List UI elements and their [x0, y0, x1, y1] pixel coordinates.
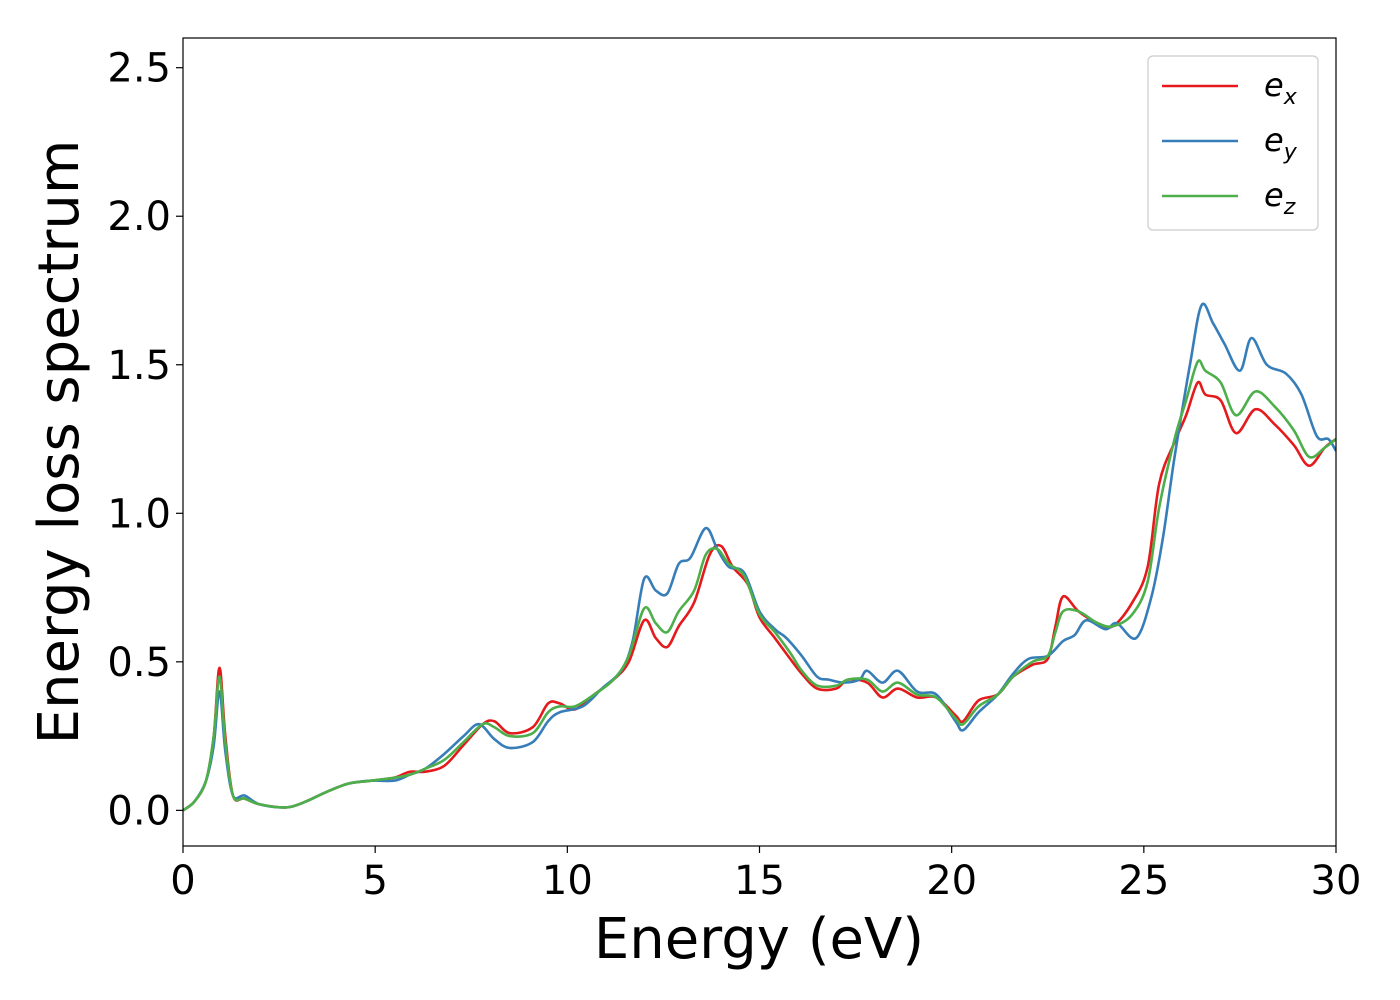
- x-tick-label: 5: [362, 858, 387, 904]
- legend-label-e_z: ez: [1264, 176, 1296, 220]
- x-tick-label: 20: [926, 858, 977, 904]
- x-axis-title: Energy (eV): [594, 907, 924, 972]
- legend-box: [1147, 55, 1319, 231]
- y-tick-label: 0.5: [107, 640, 171, 686]
- y-tick-label: 1.0: [107, 491, 171, 537]
- legend-label-e_x: ex: [1264, 66, 1298, 110]
- y-tick-label: 0.0: [107, 788, 171, 834]
- y-axis: 0.0 0.5 1.0 1.5 2.0 2.5: [107, 46, 183, 834]
- x-tick-label: 15: [734, 858, 785, 904]
- series-line-e_z: [183, 359, 1336, 812]
- x-tick-label: 30: [1311, 858, 1362, 904]
- y-axis-title: Energy loss spectrum: [27, 140, 92, 745]
- series-lines: [183, 302, 1336, 812]
- x-axis: 0 5 10 15 20 25 30: [170, 846, 1361, 904]
- x-tick-label: 25: [1118, 858, 1169, 904]
- legend-label-e_y: ey: [1264, 121, 1298, 165]
- legend: ex ey ez: [1147, 55, 1319, 231]
- y-tick-label: 2.0: [107, 194, 171, 240]
- x-tick-label: 0: [170, 858, 195, 904]
- x-tick-label: 10: [542, 858, 593, 904]
- series-line-e_x: [183, 380, 1336, 812]
- y-tick-label: 2.5: [107, 46, 171, 92]
- y-tick-label: 1.5: [107, 343, 171, 389]
- series-line-e_y: [183, 302, 1336, 812]
